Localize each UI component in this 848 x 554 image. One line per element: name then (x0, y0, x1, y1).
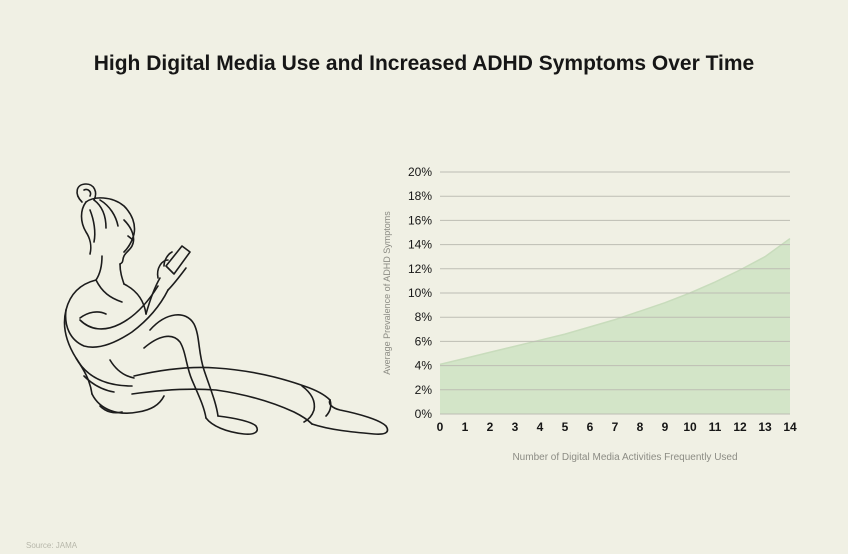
y-tick-label: 6% (415, 334, 433, 348)
x-tick-label: 4 (537, 420, 544, 434)
y-tick-label: 20% (408, 165, 432, 179)
y-tick-label: 10% (408, 286, 432, 300)
y-axis-label: Average Prevalence of ADHD Symptoms (382, 211, 392, 375)
x-tick-label: 1 (462, 420, 469, 434)
x-tick-label: 5 (562, 420, 569, 434)
x-tick-label: 12 (733, 420, 747, 434)
x-tick-label: 14 (783, 420, 797, 434)
y-tick-label: 16% (408, 213, 432, 227)
x-tick-label: 9 (662, 420, 669, 434)
woman-reading-phone-illustration (63, 183, 389, 435)
chart-title: High Digital Media Use and Increased ADH… (93, 52, 755, 75)
x-tick-label: 3 (512, 420, 519, 434)
y-tick-label: 0% (415, 407, 433, 421)
x-tick-label: 11 (709, 420, 722, 434)
source-note: Source: JAMA (26, 541, 78, 550)
x-tick-label: 2 (487, 420, 494, 434)
y-tick-label: 2% (415, 383, 433, 397)
y-tick-label: 4% (415, 359, 433, 373)
x-axis-label: Number of Digital Media Activities Frequ… (512, 452, 737, 463)
x-tick-label: 10 (683, 420, 697, 434)
x-tick-label: 13 (758, 420, 772, 434)
y-tick-label: 8% (415, 310, 433, 324)
y-tick-label: 12% (408, 262, 432, 276)
area-series (440, 238, 790, 414)
x-tick-label: 0 (437, 420, 444, 434)
x-tick-label: 6 (587, 420, 594, 434)
y-tick-label: 14% (408, 238, 432, 252)
y-tick-label: 18% (408, 189, 432, 203)
x-tick-label: 8 (637, 420, 644, 434)
x-tick-label: 7 (612, 420, 619, 434)
